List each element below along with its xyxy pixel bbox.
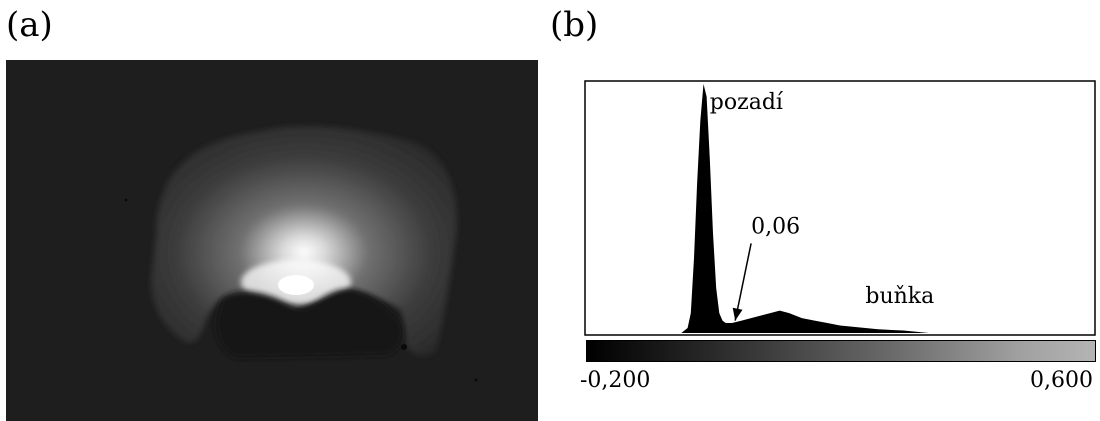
colorbar (586, 340, 1096, 362)
histogram-chart: pozadí 0,06 buňka (584, 80, 1096, 336)
colorbar-tick-min: -0,200 (580, 368, 651, 393)
annotation-arrowhead (732, 307, 743, 321)
annotation-label-0: pozadí (710, 90, 784, 115)
histogram-panel: pozadí 0,06 buňka (584, 80, 1096, 338)
histogram-frame (584, 80, 1096, 336)
micrograph-image (6, 60, 538, 421)
annotation-label-1: 0,06 (751, 214, 800, 239)
histogram-area (586, 84, 1094, 333)
panel-label-a: (a) (6, 5, 53, 45)
cell-nucleus-shadow (215, 289, 404, 358)
colorbar-tick-max: 0,600 (1030, 368, 1093, 393)
cell-micrograph (6, 60, 538, 421)
annotation-label-2: buňka (865, 284, 934, 309)
panel-label-b: (b) (550, 5, 599, 45)
annotation-arrow (734, 243, 752, 321)
